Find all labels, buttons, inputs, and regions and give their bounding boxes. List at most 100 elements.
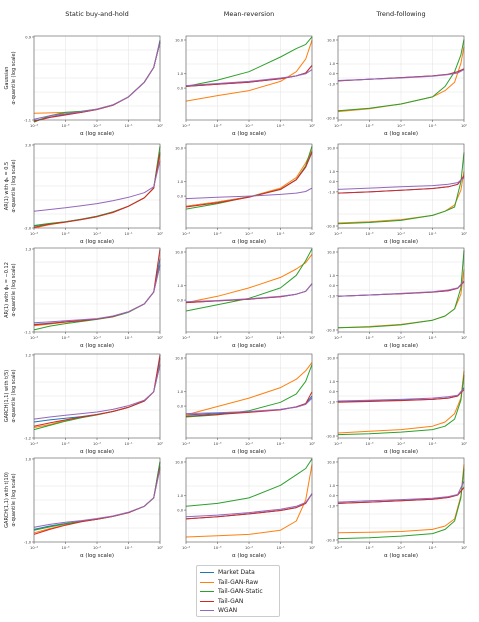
x-axis-label: α (log scale) <box>232 343 266 349</box>
y-tick-label: 1.0 <box>177 494 183 498</box>
series-line-tail-gan-static <box>337 374 465 436</box>
x-axis-label: α (log scale) <box>80 343 114 349</box>
x-tick-label: 10⁰ <box>157 442 164 446</box>
row-label: Gaussian <box>4 67 10 90</box>
x-tick-label: 10⁻³ <box>214 124 222 128</box>
series-line-tail-gan-static <box>337 39 465 112</box>
y-tick-label: 10.0 <box>175 250 184 254</box>
series-line-tail-gan-raw <box>185 254 313 304</box>
series-line-tail-gan-raw <box>337 464 465 534</box>
y-tick-label: -10.0 <box>326 328 336 332</box>
y-tick-label: -10.0 <box>326 224 336 228</box>
y-axis-label: α-quantile (log scale) <box>11 159 17 212</box>
x-axis-label: α (log scale) <box>80 449 114 455</box>
plot-frame <box>337 247 465 333</box>
x-tick-label: 10⁻⁴ <box>334 546 342 550</box>
x-tick-label: 10⁻¹ <box>125 336 133 340</box>
series-line-tail-gan <box>185 493 313 520</box>
series-line-wgan <box>185 397 313 415</box>
plot-frame <box>33 35 161 121</box>
legend-item: Tail-GAN-Static <box>200 587 276 597</box>
column-title: Trend-following <box>375 10 425 18</box>
y-axis-label: α-quantile (log scale) <box>11 473 17 526</box>
x-tick-label: 10⁰ <box>461 442 468 446</box>
x-tick-label: 10⁰ <box>461 546 468 550</box>
y-tick-label: -1.1 <box>24 330 31 334</box>
x-axis-label: α (log scale) <box>232 553 266 559</box>
x-tick-label: 10⁻⁴ <box>182 442 190 446</box>
x-tick-label: 10⁻³ <box>214 442 222 446</box>
x-tick-label: 10⁻¹ <box>429 232 437 236</box>
x-axis-label: α (log scale) <box>384 449 418 455</box>
x-tick-label: 10⁻² <box>93 232 101 236</box>
x-tick-label: 10⁰ <box>309 546 316 550</box>
series-line-tail-gan-static <box>185 458 313 507</box>
series-line-wgan <box>337 177 465 190</box>
y-tick-label: -10.0 <box>326 538 336 542</box>
legend-label: WGAN <box>218 607 238 615</box>
series-line-tail-gan <box>33 152 161 228</box>
x-tick-label: 10⁻³ <box>366 546 374 550</box>
x-tick-label: 10⁰ <box>157 124 164 128</box>
legend-swatch-tail-gan-raw <box>200 581 214 583</box>
y-tick-label: -10.0 <box>326 434 336 438</box>
y-tick-label: 0.0 <box>329 180 335 184</box>
x-tick-label: 10⁻⁴ <box>30 124 38 128</box>
y-tick-label: -2.0 <box>24 226 32 230</box>
x-tick-label: 10⁰ <box>309 442 316 446</box>
y-tick-label: 1.0 <box>177 390 183 394</box>
series-line-tail-gan <box>337 175 465 194</box>
x-tick-label: 10⁻⁴ <box>182 336 190 340</box>
series-line-wgan <box>33 42 161 120</box>
column-title: Mean-reversion <box>224 10 274 18</box>
series-line-tail-gan <box>337 389 465 403</box>
x-axis-label: α (log scale) <box>232 131 266 137</box>
y-tick-label: 0.0 <box>177 404 183 408</box>
legend-swatch-tail-gan-static <box>200 591 214 593</box>
x-axis-label: α (log scale) <box>80 131 114 137</box>
y-tick-label: 1.0 <box>329 484 335 488</box>
legend-label: Tail-GAN-Static <box>218 588 263 596</box>
y-tick-label: 0.0 <box>329 390 335 394</box>
series-line-wgan <box>185 187 313 200</box>
x-tick-label: 10⁻⁴ <box>334 336 342 340</box>
y-axis-label: α-quantile (log scale) <box>11 51 17 104</box>
x-tick-label: 10⁰ <box>309 336 316 340</box>
series-line-wgan <box>33 160 161 212</box>
x-tick-label: 10⁻³ <box>366 124 374 128</box>
x-tick-label: 10⁻⁴ <box>334 124 342 128</box>
x-tick-label: 10⁻¹ <box>125 124 133 128</box>
y-tick-label: -1.0 <box>328 190 336 194</box>
plot-frame <box>33 457 161 543</box>
series-line-tail-gan-raw <box>185 464 313 538</box>
x-tick-label: 10⁻⁴ <box>30 546 38 550</box>
x-tick-label: 10⁻² <box>397 336 405 340</box>
x-tick-label: 10⁻⁴ <box>30 442 38 446</box>
series-line-tail-gan-static <box>337 468 465 540</box>
plot-frame <box>185 35 313 121</box>
y-tick-label: 0.9 <box>25 35 31 39</box>
y-tick-label: 10.0 <box>175 146 184 150</box>
plot-frame <box>185 143 313 229</box>
x-tick-label: 10⁻³ <box>62 546 70 550</box>
y-tick-label: 0.0 <box>177 298 183 302</box>
x-tick-label: 10⁻¹ <box>277 546 285 550</box>
y-tick-label: -1.0 <box>328 294 336 298</box>
series-line-wgan <box>337 388 465 402</box>
x-tick-label: 10⁻³ <box>62 336 70 340</box>
series-line-wgan <box>337 69 465 81</box>
x-tick-label: 10⁻⁴ <box>334 442 342 446</box>
y-tick-label: -1.0 <box>328 504 336 508</box>
series-line-wgan <box>33 468 161 528</box>
x-tick-label: 10⁻² <box>245 336 253 340</box>
series-line-wgan <box>185 69 313 87</box>
x-tick-label: 10⁻⁴ <box>334 232 342 236</box>
x-tick-label: 10⁻² <box>93 124 101 128</box>
legend-label: Market Data <box>218 569 255 577</box>
y-tick-label: 1.0 <box>329 274 335 278</box>
legend-item: Market Data <box>200 568 276 578</box>
series-line-wgan <box>337 280 465 297</box>
x-tick-label: 10⁻³ <box>62 232 70 236</box>
x-tick-label: 10⁻⁴ <box>182 232 190 236</box>
